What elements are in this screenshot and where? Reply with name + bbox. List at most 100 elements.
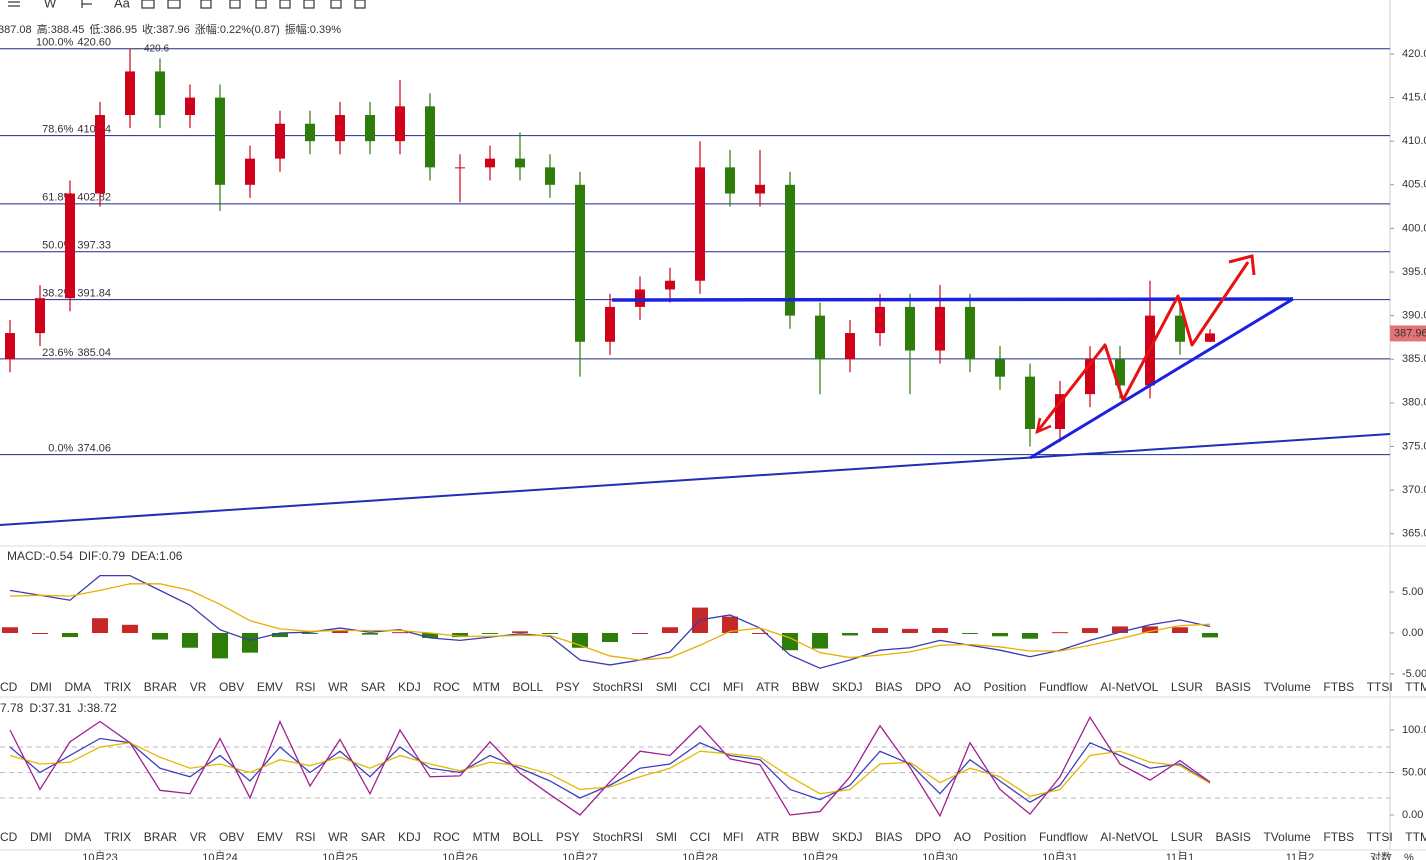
indicator-tab[interactable]: MTM [473,830,500,844]
candle-body [1204,333,1215,342]
indicator-tab[interactable]: Fundflow [1039,680,1088,694]
indicator-tab[interactable]: AI-NetVOL [1100,830,1158,844]
indicator-tab[interactable]: TTSI [1367,680,1393,694]
y-tick-label: 400.00 [1402,222,1426,234]
indicator-tab[interactable]: BOLL [513,830,544,844]
indicator-tab[interactable]: SAR [361,830,386,844]
indicator-tab[interactable]: TVolume [1263,680,1311,694]
indicator-tab[interactable]: VR [190,680,207,694]
indicator-tab[interactable]: BBW [792,680,820,694]
indicator-tab[interactable]: BBW [792,830,820,844]
indicator-tab[interactable]: LSUR [1171,680,1203,694]
indicator-tab[interactable]: PSY [556,680,580,694]
indicator-tab[interactable]: BASIS [1216,680,1251,694]
indicator-tab[interactable]: DMA [65,680,92,694]
candle-body [154,71,165,116]
indicator-tab[interactable]: CCI [690,680,711,694]
indicator-tab[interactable]: TRIX [104,830,131,844]
indicator-tab[interactable]: BOLL [513,680,544,694]
indicator-tab[interactable]: BIAS [875,830,902,844]
indicator-tab[interactable]: BRAR [144,680,178,694]
y-tick-label: 385.00 [1402,353,1426,365]
histogram-bar [631,632,648,634]
indicator-tab[interactable]: TTSI [1367,830,1393,844]
indicator-tab[interactable]: CD [0,680,18,694]
candle-body [604,306,615,342]
indicator-tab[interactable]: BIAS [875,680,902,694]
ohlc-info: 涨幅:0.22%(0.87) [195,23,280,36]
indicator-tab[interactable]: DMA [65,830,92,844]
indicator-tab[interactable]: TVolume [1263,830,1311,844]
indicator-tab[interactable]: DPO [915,830,941,844]
axis-option[interactable]: % [1404,852,1414,860]
indicator-tab[interactable]: ROC [433,830,460,844]
histogram-bar [1,627,18,633]
indicator-tab[interactable]: SMI [656,830,677,844]
histogram-bar [511,631,528,633]
histogram-bar [151,632,168,640]
indicator-tab[interactable]: TTMU [1405,830,1426,844]
candle-body [994,359,1005,377]
indicator-tab[interactable]: KDJ [398,830,421,844]
indicator-tab[interactable]: RSI [296,830,316,844]
indicator-tab[interactable]: EMV [257,680,283,694]
indicator-tab[interactable]: SMI [656,680,677,694]
indicator-tab[interactable]: OBV [219,680,244,694]
indicator-tab[interactable]: AO [954,830,971,844]
indicator-tab[interactable]: VR [190,830,207,844]
indicator-tab[interactable]: PSY [556,830,580,844]
indicator-tab[interactable]: ATR [756,680,779,694]
indicator-tab[interactable]: AO [954,680,971,694]
indicator-tab[interactable]: OBV [219,830,244,844]
indicator-tab[interactable]: Fundflow [1039,830,1088,844]
histogram-bar [421,632,438,638]
histogram-bar [541,632,558,634]
indicator-tab[interactable]: BRAR [144,830,178,844]
indicator-tab[interactable]: StochRSI [592,680,643,694]
histogram-bar [1141,626,1158,633]
indicator-tab[interactable]: MFI [723,680,744,694]
indicator-tab[interactable]: CCI [690,830,711,844]
indicator-tab[interactable]: SAR [361,680,386,694]
indicator-tab[interactable]: EMV [257,830,283,844]
histogram-bar [811,632,828,649]
indicator-tab[interactable]: CD [0,830,18,844]
indicator-tab[interactable]: Position [984,830,1027,844]
fib-level-value: 391.84 [77,287,111,299]
x-tick-label: 10月25 [322,852,357,860]
indicator-tab[interactable]: Position [984,680,1027,694]
indicator-tab[interactable]: DPO [915,680,941,694]
indicator-tab[interactable]: TRIX [104,680,131,694]
indicator-tab[interactable]: AI-NetVOL [1100,680,1158,694]
candle-body [1084,359,1095,395]
indicator-tab[interactable]: StochRSI [592,830,643,844]
indicator-tab[interactable]: WR [328,680,348,694]
indicator-tab[interactable]: LSUR [1171,830,1203,844]
indicator-tab[interactable]: DMI [30,830,52,844]
indicator-tab[interactable]: MFI [723,830,744,844]
axis-option[interactable]: 对数 [1370,850,1392,860]
indicator-tab[interactable]: RSI [296,680,316,694]
indicator-tab[interactable]: ATR [756,830,779,844]
projection-arrowhead [1228,254,1256,276]
fib-level-value: 397.33 [77,240,111,252]
fib-level-value: 420.60 [77,37,111,49]
indicator-tab[interactable]: ROC [433,680,460,694]
legend-label: DIF:0.79 [79,549,125,563]
indicator-tab[interactable]: DMI [30,680,52,694]
fib-level-value: 374.06 [77,443,111,455]
indicator-tab[interactable]: KDJ [398,680,421,694]
indicator-tab[interactable]: SKDJ [832,680,863,694]
candle-body [544,167,555,185]
fib-level-ratio: 0.0% [48,443,73,455]
indicator-tab[interactable]: WR [328,830,348,844]
candle-body [724,167,735,194]
indicator-tab[interactable]: MTM [473,680,500,694]
indicator-tab[interactable]: FTBS [1323,830,1354,844]
candle-body [634,289,645,307]
indicator-tab[interactable]: SKDJ [832,830,863,844]
histogram-bar [121,624,138,633]
indicator-tab[interactable]: BASIS [1216,830,1251,844]
indicator-tab[interactable]: FTBS [1323,680,1354,694]
indicator-tab[interactable]: TTMU [1405,680,1426,694]
